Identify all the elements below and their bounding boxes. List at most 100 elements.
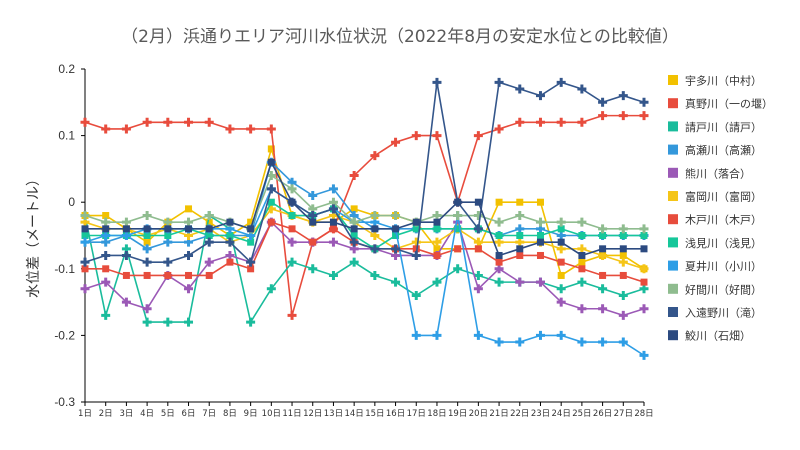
data-point: [143, 238, 151, 246]
x-tick-label: 9日: [244, 409, 258, 419]
data-point: [536, 232, 544, 239]
series-line: [84, 174, 644, 230]
x-tick-label: 7日: [202, 409, 216, 419]
data-point: [639, 350, 649, 360]
data-point: [288, 225, 296, 233]
legend-swatch: [668, 214, 678, 225]
data-point: [184, 317, 194, 327]
data-point: [618, 310, 628, 320]
data-point: [247, 265, 255, 273]
data-point: [184, 217, 194, 227]
data-point: [102, 212, 110, 220]
data-point: [370, 217, 380, 227]
data-point: [411, 330, 421, 340]
legend-swatch: [668, 75, 678, 85]
data-point: [101, 124, 111, 134]
data-point: [515, 337, 525, 347]
data-point: [80, 211, 90, 221]
data-point: [308, 264, 318, 274]
data-point: [536, 238, 544, 246]
data-point: [308, 211, 318, 221]
data-point: [473, 224, 483, 234]
data-point: [266, 204, 276, 214]
data-point: [226, 232, 234, 239]
x-tick-label: 3日: [119, 409, 133, 419]
data-point: [247, 238, 255, 246]
data-point: [433, 225, 441, 233]
data-point: [598, 337, 608, 347]
data-point: [432, 277, 442, 287]
data-point: [80, 217, 90, 227]
data-point: [536, 251, 544, 259]
legend-swatch: [668, 98, 678, 109]
data-point: [204, 211, 214, 221]
data-point: [185, 225, 193, 233]
data-point: [309, 238, 317, 246]
x-tick-label: 1日: [78, 409, 92, 419]
legend-label: 木戸川（木戸）: [685, 214, 762, 227]
x-tick-label: 19日: [448, 409, 467, 419]
data-point: [640, 232, 648, 239]
data-point: [640, 278, 648, 286]
data-point: [370, 244, 380, 254]
legend-label: 入遠野川（滝）: [685, 307, 762, 320]
data-point: [473, 237, 483, 247]
data-point: [122, 271, 130, 279]
series-2: [80, 111, 649, 320]
data-point: [370, 231, 380, 240]
data-point: [143, 225, 151, 233]
data-point: [598, 224, 608, 234]
data-point: [411, 290, 421, 300]
data-point: [205, 218, 213, 226]
data-point: [495, 251, 503, 259]
x-tick-label: 4日: [140, 409, 154, 419]
series-line: [84, 114, 644, 316]
x-tick-label: 2日: [99, 409, 113, 419]
data-point: [577, 117, 587, 127]
data-point: [473, 211, 483, 221]
legend-item: 浅見川（浅見）: [668, 237, 762, 250]
data-point: [578, 251, 586, 259]
data-point: [557, 225, 565, 233]
data-point: [618, 111, 628, 121]
data-point: [163, 257, 173, 267]
y-tick-label: -0.2: [54, 328, 75, 342]
data-point: [142, 211, 152, 221]
data-point: [81, 265, 89, 273]
data-point: [494, 337, 504, 347]
data-point: [454, 245, 462, 253]
data-point: [328, 204, 338, 214]
data-point: [599, 232, 607, 239]
data-point: [101, 217, 111, 227]
data-point: [536, 198, 544, 206]
data-point: [80, 284, 90, 294]
data-point: [121, 231, 131, 240]
data-point: [349, 257, 359, 267]
data-point: [516, 245, 524, 253]
data-point: [432, 330, 442, 340]
x-tick-label: 24日: [552, 409, 571, 419]
data-point: [225, 124, 235, 134]
chart-title: （2月）浜通りエリア河川水位状況（2022年8月の安定水位との比較値）: [121, 27, 679, 47]
data-point: [515, 84, 525, 94]
data-point: [267, 218, 275, 226]
data-point: [598, 250, 608, 260]
x-tick-label: 13日: [324, 409, 343, 419]
data-point: [164, 232, 172, 239]
data-point: [184, 231, 194, 240]
x-tick-label: 21日: [489, 409, 508, 419]
data-point: [473, 131, 483, 141]
data-point: [639, 97, 649, 107]
data-point: [80, 117, 90, 127]
legend: 宇多川（中村） 真野川（一の堰） 請戸川（請戸） 高瀬川（高瀬） 熊川（落合） 富岡川（富…: [668, 74, 773, 343]
data-point: [101, 250, 111, 260]
legend-label: 浅見川（浅見）: [685, 237, 762, 250]
data-point: [454, 198, 462, 206]
data-point: [226, 218, 234, 226]
data-point: [163, 117, 173, 127]
data-point: [557, 271, 565, 279]
legend-item: 熊川（落合）: [668, 166, 751, 180]
data-point: [185, 205, 193, 213]
x-tick-label: 8日: [223, 409, 237, 419]
data-point: [598, 304, 608, 314]
